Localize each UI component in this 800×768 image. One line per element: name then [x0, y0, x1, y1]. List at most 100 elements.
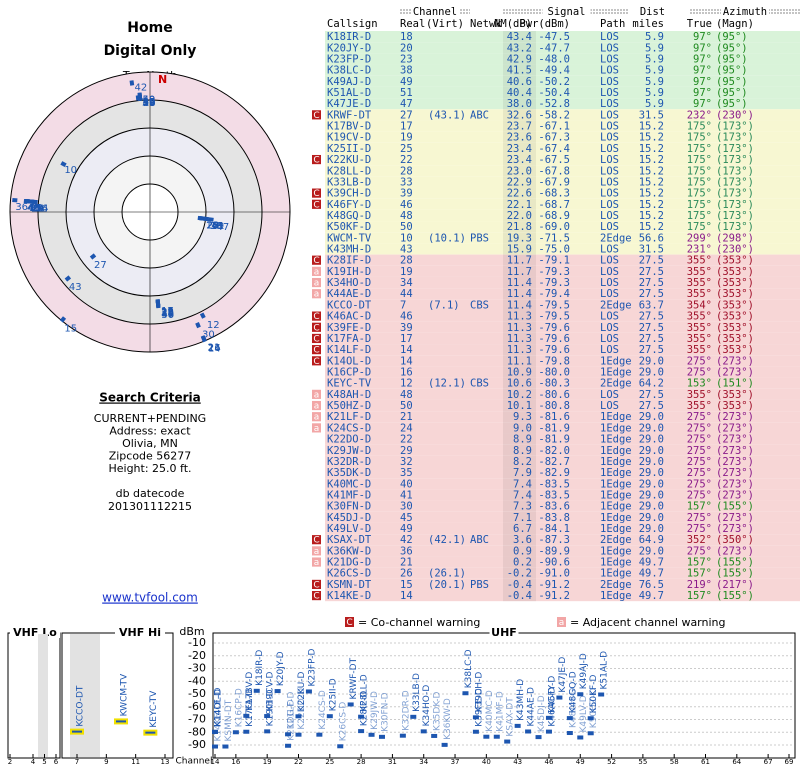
cell-virt: (10.1)	[428, 232, 466, 244]
cell-real: 39	[400, 322, 413, 334]
spectrum-label: K48GQ-D	[568, 671, 578, 713]
spectrum-label: K45DJ-D	[537, 695, 547, 732]
cell-path: LOS	[600, 188, 619, 200]
cell-magn: (273°)	[716, 489, 754, 501]
cell-nm: 0.2	[513, 557, 532, 569]
cell-true: 157°	[687, 557, 712, 569]
cell-pwr: -80.3	[538, 378, 570, 390]
cell-path: LOS	[600, 31, 619, 43]
x-tick-label: 22	[294, 758, 303, 766]
polar-label: 27	[94, 260, 107, 271]
cell-pwr: -90.6	[538, 557, 570, 569]
row-bg	[325, 500, 800, 512]
column-header: miles	[632, 18, 664, 30]
cell-magn: (155°)	[716, 590, 754, 602]
warning-box	[312, 266, 321, 276]
row-bg	[325, 388, 800, 400]
polar-label: 15	[64, 323, 77, 334]
spectrum-mark	[514, 723, 521, 728]
cell-true: 219°	[687, 579, 712, 591]
warning-mark: C	[313, 346, 319, 356]
column-header: (Virt)	[426, 18, 464, 30]
polar-mark	[199, 312, 206, 319]
y-tick-label: -60	[188, 700, 206, 713]
y-tick-label: -40	[188, 674, 206, 687]
cell-magn: (95°)	[716, 98, 748, 110]
cell-call: K21DG-D	[327, 557, 371, 569]
nm-shade	[503, 500, 536, 512]
warning-mark: a	[314, 413, 320, 423]
cell-netwk: ABC	[470, 109, 489, 121]
cell-path: LOS	[600, 221, 619, 233]
spectrum-label: K41MF-D	[495, 691, 505, 732]
cell-magn: (95°)	[716, 87, 748, 99]
polar-mark	[59, 316, 67, 323]
cell-virt: (12.1)	[428, 378, 466, 390]
nm-shade	[503, 198, 536, 210]
cell-pwr: -58.2	[538, 109, 570, 121]
cell-call: K49AJ-D	[327, 76, 371, 88]
cell-path: LOS	[600, 42, 619, 54]
cell-call: KRWF-DT	[327, 109, 372, 121]
cell-true: 275°	[687, 523, 712, 535]
polar-label: 47	[217, 222, 230, 233]
criteria-line: CURRENT+PENDING	[94, 412, 206, 425]
cell-real: 34	[400, 277, 413, 289]
cell-pwr: -79.4	[538, 288, 570, 300]
cell-magn: (273°)	[716, 411, 754, 423]
cell-magn: (173°)	[716, 176, 754, 188]
spectrum-label: K50HZ-D	[589, 688, 599, 728]
panel-title-bg	[489, 626, 519, 638]
cell-path: LOS	[600, 65, 619, 77]
cell-magn: (217°)	[716, 579, 754, 591]
polar-label: 50	[143, 95, 156, 106]
cell-real: 30	[400, 501, 413, 513]
warning-mark: a	[314, 390, 320, 400]
polar-label: 20	[206, 221, 219, 232]
link[interactable]: www.tvfool.com	[102, 591, 198, 605]
spectrum-mark	[114, 718, 128, 725]
row-bg	[325, 578, 800, 590]
cell-true: 355°	[687, 288, 712, 300]
cell-nm: 11.4	[507, 299, 532, 311]
polar-label: 28	[161, 308, 174, 319]
cell-pwr: -79.6	[538, 344, 570, 356]
row-bg	[325, 355, 800, 367]
cell-dist: 27.5	[639, 322, 664, 334]
cell-netwk: CBS	[470, 299, 489, 311]
spectrum-label: K18IR-D	[255, 650, 265, 686]
cell-magn: (273°)	[716, 434, 754, 446]
cell-pwr: -67.4	[538, 143, 570, 155]
cell-nm: 23.0	[507, 165, 532, 177]
y-tick-label: -50	[188, 687, 206, 700]
cell-nm: 7.9	[513, 467, 532, 479]
cell-real: 45	[400, 512, 413, 524]
cell-call: K17FA-D	[327, 333, 371, 345]
cell-nm: 22.9	[507, 176, 532, 188]
cell-real: 19	[400, 132, 413, 144]
polar-label: 24	[31, 203, 44, 214]
cell-magn: (273°)	[716, 456, 754, 468]
row-bg	[325, 411, 800, 423]
cell-nm: 23.6	[507, 132, 532, 144]
cell-magn: (353°)	[716, 277, 754, 289]
nm-shade	[503, 75, 536, 87]
cell-magn: (273°)	[716, 355, 754, 367]
cell-call: K40MC-D	[327, 478, 371, 490]
cell-path: LOS	[600, 255, 619, 267]
x-tick-label: 11	[131, 758, 140, 766]
nm-shade	[503, 288, 536, 300]
nm-shade	[503, 366, 536, 378]
cell-magn: (173°)	[716, 165, 754, 177]
cell-dist: 49.7	[639, 568, 664, 580]
cell-true: 175°	[687, 121, 712, 133]
cell-call: K46FY-D	[327, 199, 371, 211]
polar-label: 50	[161, 310, 174, 321]
spectrum-mark	[347, 702, 354, 707]
x-tick-label: 19	[263, 758, 272, 766]
polar-label: 29	[31, 203, 44, 214]
cell-nm: -0.2	[507, 568, 532, 580]
cell-path: LOS	[600, 98, 619, 110]
cell-netwk: PBS	[470, 579, 489, 591]
row-bg	[325, 433, 800, 445]
